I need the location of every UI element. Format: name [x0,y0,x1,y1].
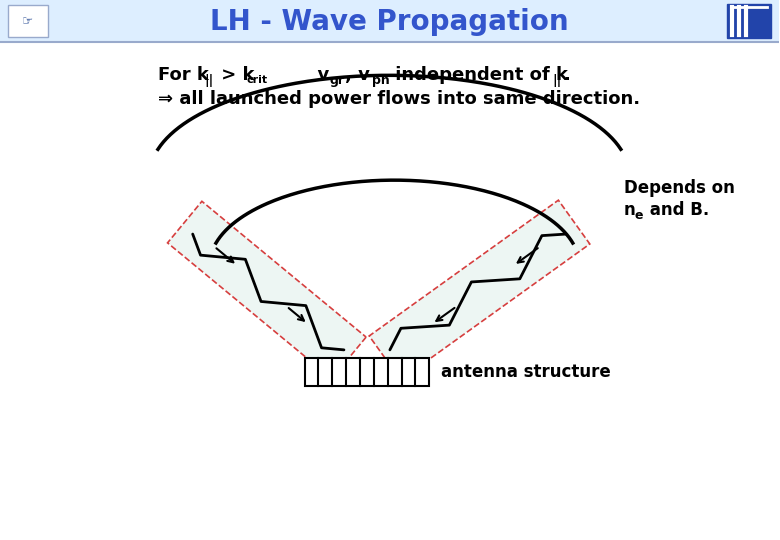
Text: antenna structure: antenna structure [441,363,611,381]
Text: .: . [563,66,570,84]
Bar [8,5,48,37]
Text: n: n [624,201,636,219]
Text: v: v [279,66,329,84]
Text: and B.: and B. [644,201,709,219]
Text: ⇒ all launched power flows into same direction.: ⇒ all launched power flows into same dir… [158,90,640,109]
Text: ||: || [552,74,562,87]
Text: ||: || [204,74,214,87]
Text: , v: , v [346,66,370,84]
Text: independent of k: independent of k [389,66,569,84]
Polygon shape [168,201,366,379]
Text: e: e [635,208,644,221]
Text: ph: ph [372,74,390,87]
Text: > k: > k [215,66,254,84]
Bar [304,358,429,386]
Text: Depends on: Depends on [624,179,735,197]
Polygon shape [369,200,590,380]
Bar [727,4,771,38]
Text: ☞: ☞ [23,15,34,28]
Text: gr: gr [329,74,345,87]
Bar [0,1,778,42]
Text: For k: For k [158,66,208,84]
Text: LH - Wave Propagation: LH - Wave Propagation [210,9,569,36]
Text: crit: crit [246,75,268,85]
